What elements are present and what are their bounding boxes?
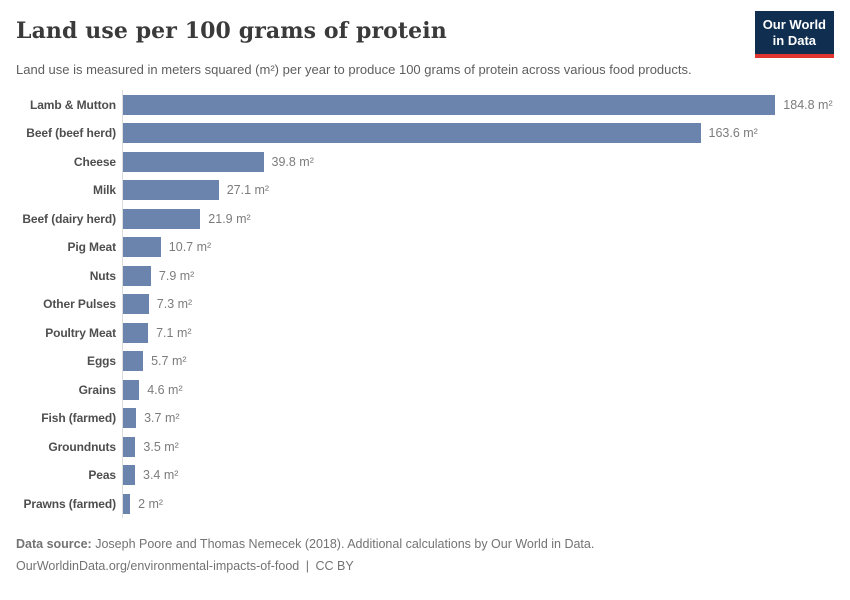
bar[interactable] — [123, 208, 201, 229]
bar-track: 163.6 m² — [122, 118, 834, 148]
bar[interactable] — [123, 408, 137, 429]
value-label: 4.6 m² — [147, 382, 183, 397]
footer-license-link[interactable]: CC BY — [315, 558, 354, 573]
value-label: 7.1 m² — [156, 325, 192, 340]
bar[interactable] — [123, 151, 264, 172]
bar-track: 184.8 m² — [122, 90, 834, 119]
bar[interactable] — [123, 465, 135, 486]
bar-track: 39.8 m² — [122, 147, 834, 176]
license-line: OurWorldinData.org/environmental-impacts… — [16, 556, 834, 578]
category-label: Prawns (farmed) — [23, 496, 116, 511]
category-label: Nuts — [89, 268, 116, 283]
value-label: 7.3 m² — [156, 297, 193, 312]
chart-row: Eggs 5.7 m² — [16, 346, 834, 376]
data-source-line: Data source: Joseph Poore and Thomas Nem… — [16, 534, 834, 556]
bar-chart: Lamb & Mutton 184.8 m² Beef (beef herd) 163… — [16, 90, 834, 518]
value-label: 5.7 m² — [151, 354, 187, 369]
category-label: Cheese — [73, 154, 116, 169]
bar[interactable] — [123, 265, 151, 286]
bar-track: 10.7 m² — [122, 232, 834, 262]
chart-row: Lamb & Mutton 184.8 m² — [16, 90, 834, 119]
bar-track: 3.5 m² — [122, 432, 834, 461]
bar[interactable] — [123, 493, 131, 514]
value-label: 163.6 m² — [708, 126, 758, 141]
header: Land use per 100 grams of protein Our Wo… — [16, 11, 834, 58]
chart-row: Poultry Meat 7.1 m² — [16, 318, 834, 347]
bar[interactable] — [123, 294, 149, 315]
footer-url-link[interactable]: OurWorldinData.org/environmental-impacts… — [16, 558, 300, 573]
chart-row: Fish (farmed) 3.7 m² — [16, 403, 834, 433]
bar[interactable] — [123, 94, 776, 115]
chart-row: Pig Meat 10.7 m² — [16, 232, 834, 262]
value-label: 27.1 m² — [226, 183, 270, 198]
data-source-text: Joseph Poore and Thomas Nemecek (2018). … — [95, 536, 595, 551]
owid-logo[interactable]: Our World in Data — [754, 11, 834, 58]
chart-row: Grains 4.6 m² — [16, 375, 834, 404]
chart-row: Peas 3.4 m² — [16, 460, 834, 490]
category-label: Groundnuts — [48, 439, 116, 454]
chart-row: Nuts 7.9 m² — [16, 261, 834, 290]
footer-separator: | — [305, 558, 309, 573]
chart-row: Other Pulses 7.3 m² — [16, 289, 834, 319]
chart-row: Groundnuts 3.5 m² — [16, 432, 834, 461]
category-label: Beef (dairy herd) — [22, 211, 116, 226]
bar-track: 4.6 m² — [122, 375, 834, 404]
bar[interactable] — [123, 379, 140, 400]
bar-track: 3.4 m² — [122, 460, 834, 490]
value-label: 2 m² — [138, 496, 164, 511]
category-label: Poultry Meat — [45, 325, 116, 340]
value-label: 184.8 m² — [783, 97, 833, 112]
bar-track: 21.9 m² — [122, 204, 834, 233]
category-label: Lamb & Mutton — [29, 97, 116, 112]
bar[interactable] — [123, 322, 149, 343]
value-label: 3.5 m² — [143, 439, 179, 454]
bar[interactable] — [123, 351, 144, 372]
owid-logo-line1: Our World — [762, 17, 826, 32]
bar-track: 7.3 m² — [122, 289, 834, 319]
chart-row: Cheese 39.8 m² — [16, 147, 834, 176]
data-source-label: Data source: — [16, 536, 92, 551]
bar-track: 7.1 m² — [122, 318, 834, 347]
value-label: 39.8 m² — [271, 154, 314, 169]
bar[interactable] — [123, 123, 701, 144]
bar-track: 2 m² — [122, 489, 834, 518]
category-label: Beef (beef herd) — [26, 126, 116, 141]
value-label: 3.7 m² — [144, 411, 180, 426]
bar-track: 3.7 m² — [122, 403, 834, 433]
category-label: Pig Meat — [67, 240, 116, 255]
bar-track: 27.1 m² — [122, 175, 834, 205]
footer: Data source: Joseph Poore and Thomas Nem… — [16, 534, 834, 578]
category-label: Grains — [78, 382, 117, 397]
bar[interactable] — [123, 180, 219, 201]
bar[interactable] — [123, 237, 161, 258]
category-label: Other Pulses — [43, 297, 116, 312]
chart-row: Prawns (farmed) 2 m² — [16, 489, 834, 518]
chart-rows: Lamb & Mutton 184.8 m² Beef (beef herd) 163… — [16, 90, 834, 518]
value-label: 21.9 m² — [208, 211, 251, 226]
value-label: 10.7 m² — [168, 240, 212, 255]
chart-row: Beef (dairy herd) 21.9 m² — [16, 204, 834, 233]
chart-row: Beef (beef herd) 163.6 m² — [16, 118, 834, 148]
bar-track: 5.7 m² — [122, 346, 834, 376]
page-title: Land use per 100 grams of protein — [16, 18, 447, 44]
category-label: Eggs — [87, 354, 116, 369]
bar[interactable] — [123, 436, 136, 457]
chart-subtitle: Land use is measured in meters squared (… — [16, 61, 692, 77]
category-label: Peas — [88, 468, 116, 483]
category-label: Milk — [93, 183, 116, 198]
category-label: Fish (farmed) — [41, 411, 116, 426]
bar-track: 7.9 m² — [122, 261, 834, 290]
owid-logo-line2: in Data — [772, 33, 817, 49]
value-label: 7.9 m² — [158, 268, 195, 283]
value-label: 3.4 m² — [143, 468, 179, 483]
chart-row: Milk 27.1 m² — [16, 175, 834, 205]
